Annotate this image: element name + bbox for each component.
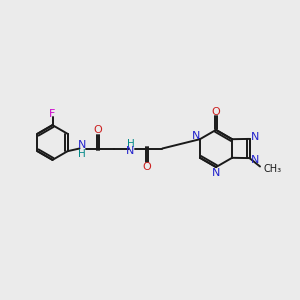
Text: O: O <box>142 162 151 172</box>
Text: N: N <box>212 167 220 178</box>
Text: N: N <box>78 140 86 150</box>
Text: O: O <box>94 124 103 135</box>
Text: H: H <box>78 149 86 159</box>
Text: O: O <box>212 106 220 117</box>
Text: N: N <box>251 131 259 142</box>
Text: N: N <box>126 146 135 157</box>
Text: H: H <box>127 139 134 149</box>
Text: CH₃: CH₃ <box>264 164 282 174</box>
Text: N: N <box>251 154 259 165</box>
Text: N: N <box>192 131 200 141</box>
Text: F: F <box>49 109 56 119</box>
